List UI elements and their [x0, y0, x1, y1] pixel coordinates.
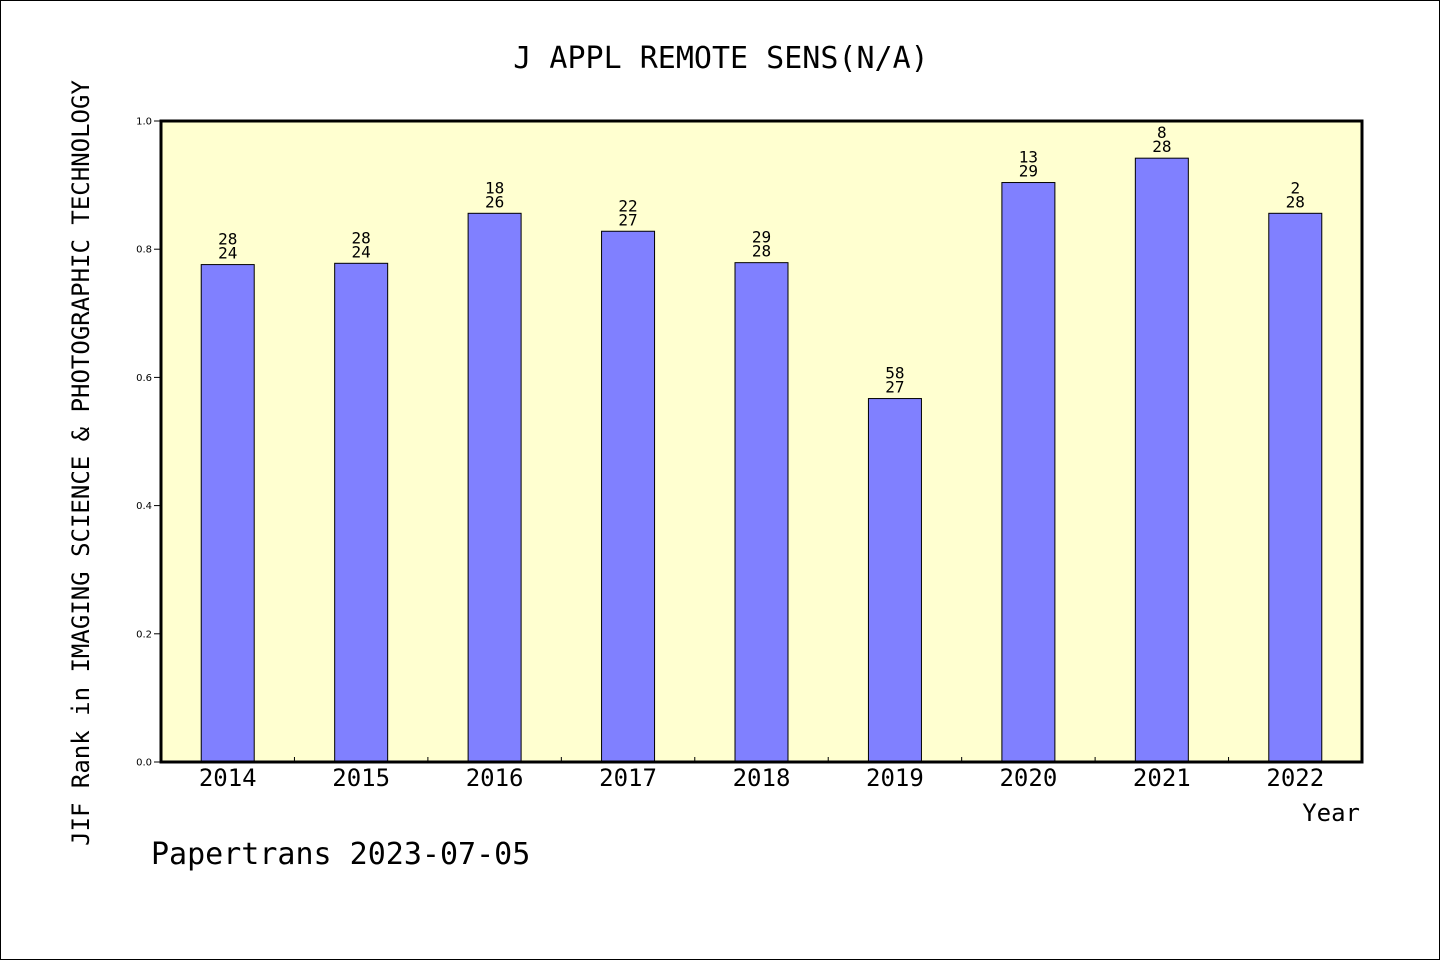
bar-total-label: 28 — [1286, 192, 1305, 211]
bar-total-label: 28 — [752, 242, 771, 261]
bar-total-label: 29 — [1019, 162, 1038, 181]
x-ticks-group: 2014 2015 2016 2017 2018 2019 2020 2021 2022 — [199, 757, 1324, 792]
bar-rank-label: 18 — [485, 178, 504, 197]
bar-total-label: 27 — [885, 378, 904, 397]
x-tick-label: 2022 — [1266, 764, 1324, 792]
bar-rank-label: 13 — [1019, 148, 1038, 167]
y-tick-label: 1.0 — [136, 117, 152, 128]
x-axis-label: Year — [1302, 799, 1360, 827]
x-tick-label: 2014 — [199, 764, 257, 792]
bar-2018 — [734, 262, 789, 763]
x-tick-label: 2018 — [733, 764, 791, 792]
bar-total-label: 24 — [352, 242, 371, 261]
x-tick-label: 2016 — [466, 764, 524, 792]
x-tick-label: 2020 — [999, 764, 1057, 792]
bar-2017 — [601, 230, 656, 763]
y-tick-label: 0.2 — [136, 629, 152, 640]
bar-2021 — [1134, 157, 1189, 763]
bar-2022 — [1268, 212, 1323, 763]
bar-total-label: 24 — [218, 244, 237, 263]
bar-rank-label: 22 — [618, 196, 637, 215]
bar-2015 — [334, 262, 389, 763]
bars-group — [200, 157, 1323, 763]
y-tick-label: 0.0 — [136, 758, 152, 769]
bar-total-label: 28 — [1152, 137, 1171, 156]
x-tick-label: 2019 — [866, 764, 924, 792]
y-tick-label: 0.6 — [136, 373, 152, 384]
bar-rank-label: 8 — [1157, 123, 1167, 142]
x-tick-label: 2015 — [332, 764, 390, 792]
y-tick-label: 0.4 — [136, 501, 152, 512]
bar-2020 — [1001, 182, 1056, 763]
x-tick-label: 2017 — [599, 764, 657, 792]
bar-total-label: 26 — [485, 192, 504, 211]
bar-rank-label: 28 — [218, 230, 237, 249]
bar-2019 — [867, 398, 922, 763]
y-tick-label: 0.8 — [136, 245, 152, 256]
bar-2016 — [467, 212, 522, 763]
bar-2014 — [200, 264, 255, 763]
bar-total-label: 27 — [618, 210, 637, 229]
bar-rank-label: 28 — [352, 228, 371, 247]
watermark-text: Papertrans 2023-07-05 — [151, 837, 530, 872]
plot-border — [159, 119, 1364, 764]
bar-rank-label: 58 — [885, 364, 904, 383]
x-tick-label: 2021 — [1133, 764, 1191, 792]
chart-title: J APPL REMOTE SENS(N/A) — [513, 41, 928, 76]
bar-rank-label: 29 — [752, 228, 771, 247]
y-ticks-group: 0.0 0.2 0.4 0.6 0.8 1.0 — [136, 117, 161, 769]
bar-rank-label: 2 — [1290, 178, 1300, 197]
y-axis-label: JIF Rank in IMAGING SCIENCE & PHOTOGRAPH… — [67, 80, 95, 846]
